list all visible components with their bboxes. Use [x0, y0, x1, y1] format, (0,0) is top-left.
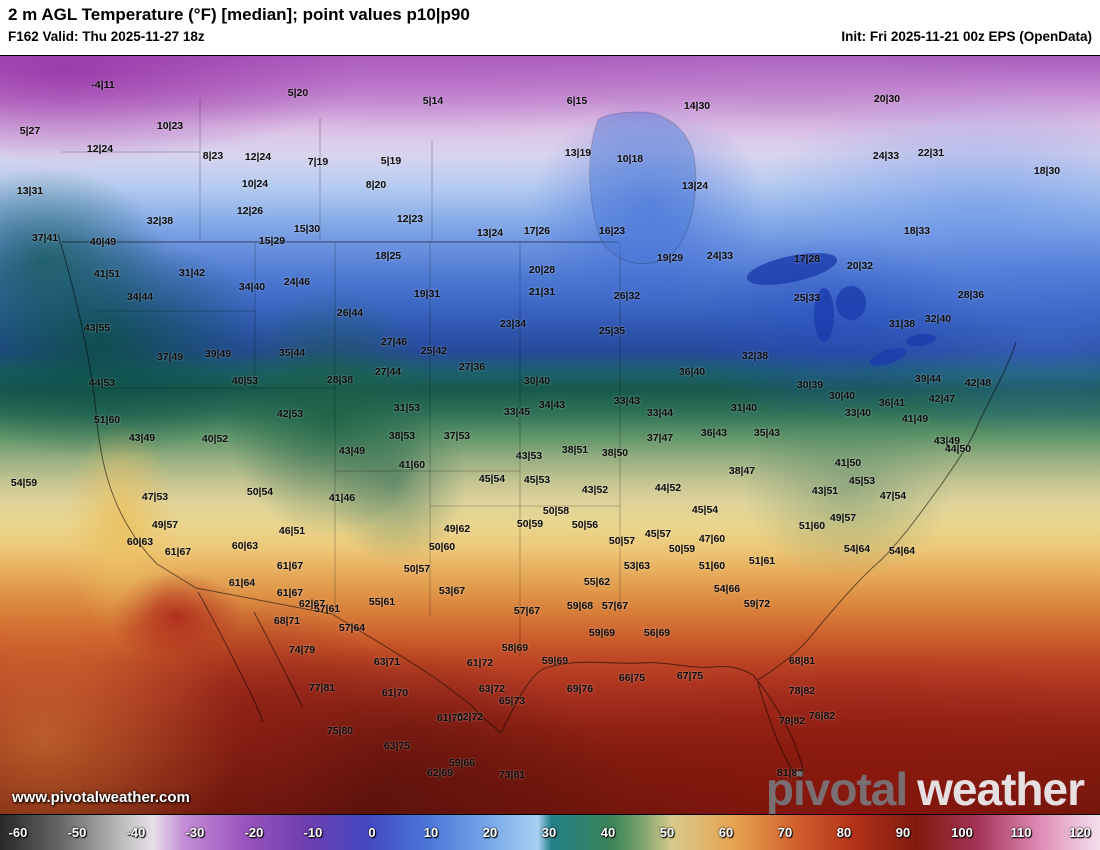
great-lakes: [746, 253, 936, 366]
lake-erie: [869, 348, 907, 366]
colorbar-tick: 50: [659, 825, 675, 840]
watermark-url: www.pivotalweather.com: [12, 789, 190, 806]
colorbar-tick: -20: [244, 825, 264, 840]
watermark-brand-weather: weather: [917, 763, 1085, 815]
colorbar-tick: 10: [423, 825, 439, 840]
colorbar: -60 -50 -40 -30 -20 -10 0 10 20 30 40 50 60 70 80 90 100…: [0, 815, 1100, 850]
colorbar-tick: 70: [777, 825, 793, 840]
colorbar-tick: -10: [303, 825, 323, 840]
colorbar-tick: 110: [1010, 825, 1032, 840]
hudson-bay: [589, 111, 697, 264]
geo-borders-layer: [57, 98, 1017, 780]
colorbar-tick: 80: [836, 825, 852, 840]
lake-michigan: [814, 288, 834, 342]
watermark-brand: pivotal weather: [765, 763, 1085, 815]
colorbar-tick: 60: [718, 825, 734, 840]
colorbar-tick: 120: [1069, 825, 1091, 840]
lake-superior: [746, 253, 838, 285]
colorbar-tick: 0: [368, 825, 376, 840]
lake-ontario: [906, 333, 936, 347]
lake-huron: [836, 286, 866, 320]
colorbar-tick: -30: [185, 825, 205, 840]
east-coastline: [757, 341, 1017, 681]
florida-coastline: [752, 674, 804, 780]
colorbar-tick: 30: [541, 825, 557, 840]
colorbar-tick: -40: [126, 825, 146, 840]
watermark-brand-pivotal: pivotal: [765, 763, 908, 815]
us-mexico-border: [195, 587, 502, 734]
map-header: 2 m AGL Temperature (°F) [median]; point…: [0, 0, 1100, 55]
colorbar-tick: 20: [482, 825, 498, 840]
colorbar-tick: -50: [67, 825, 87, 840]
init-time-label: Init: Fri 2025-11-21 00z EPS (OpenData): [841, 29, 1092, 44]
colorbar-tick: 100: [951, 825, 973, 840]
temperature-map: -4|11 5|20 5|14 6|15 14|30 20|30 5|27 10|23 12|2…: [0, 55, 1100, 815]
gulf-coastline: [500, 661, 754, 734]
west-coastline: [57, 233, 197, 589]
valid-time-label: F162 Valid: Thu 2025-11-27 18z: [8, 29, 205, 44]
colorbar-tick: 90: [895, 825, 911, 840]
gulf-of-california: [253, 611, 303, 707]
map-title: 2 m AGL Temperature (°F) [median]; point…: [8, 5, 470, 24]
colorbar-tick: -60: [8, 825, 28, 840]
colorbar-tick: 40: [600, 825, 616, 840]
baja-coastline: [197, 591, 264, 723]
state-borders: [62, 98, 621, 656]
